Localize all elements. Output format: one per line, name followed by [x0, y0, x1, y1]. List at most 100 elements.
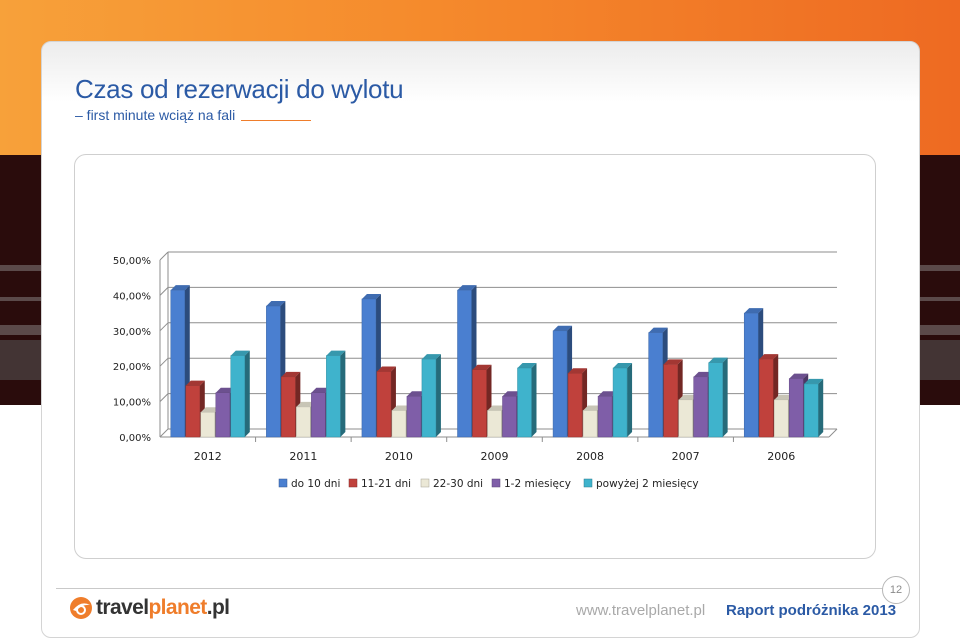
bar-top — [693, 371, 713, 377]
bar-top — [598, 391, 618, 397]
legend-label: do 10 dni — [291, 478, 340, 490]
bar — [612, 367, 628, 438]
slide-title: Czas od rezerwacji do wylotu — [75, 74, 404, 104]
logo-wordmark: travelplanet.pl — [96, 596, 230, 620]
gridline-diagonal — [159, 357, 169, 367]
bar — [391, 410, 407, 438]
bar-top — [804, 378, 824, 384]
bar-top — [391, 405, 411, 411]
gridline-diagonal — [159, 322, 169, 332]
bar-side — [627, 362, 633, 437]
bar-top — [487, 405, 507, 411]
bar — [296, 406, 311, 438]
floor-edge — [828, 428, 838, 438]
footer-url[interactable]: www.travelplanet.pl — [576, 602, 706, 619]
bar — [185, 385, 201, 438]
travelplanet-logo[interactable]: travelplanet.pl — [69, 596, 230, 620]
bar — [215, 392, 231, 438]
bar-top — [553, 325, 573, 331]
gridline-diagonal — [159, 251, 169, 261]
bar — [648, 332, 663, 438]
bar-side — [244, 350, 250, 437]
bar — [502, 396, 517, 438]
logo-text-travel: travel — [96, 596, 149, 619]
legend-label: 22-30 dni — [433, 478, 483, 490]
legend-swatch — [348, 478, 358, 488]
bar — [693, 376, 708, 438]
legend-label: powyżej 2 miesięcy — [596, 478, 699, 490]
bar — [663, 364, 678, 438]
bar — [266, 305, 281, 438]
bar — [517, 367, 532, 438]
bar-top — [708, 357, 728, 363]
legend-label: 1-2 miesięcy — [504, 478, 571, 490]
y-tick-label: 50,00% — [113, 256, 151, 267]
bar — [567, 373, 583, 438]
bar-top — [230, 350, 250, 356]
bar-side — [531, 362, 537, 437]
bar — [803, 383, 819, 438]
travelplanet-logo-icon — [70, 597, 92, 619]
legend-swatch — [491, 478, 501, 488]
bar-top — [266, 301, 286, 307]
y-tick-label: 10,00% — [113, 398, 151, 409]
subtitle-text: – first minute wciąż na fali — [75, 107, 236, 123]
bar — [773, 399, 789, 438]
bar-top — [613, 362, 633, 368]
x-tick-label: 2007 — [672, 450, 700, 463]
bar-top — [326, 350, 346, 356]
x-tick-label: 2010 — [385, 450, 413, 463]
bar — [230, 355, 246, 438]
bar-side — [340, 350, 346, 437]
bar-top — [215, 387, 235, 393]
footer-report-title: Raport podróżnika 2013 — [726, 602, 897, 619]
bar — [170, 289, 186, 438]
bar-top — [583, 405, 603, 411]
bar-top — [296, 401, 316, 407]
legend-swatch — [278, 478, 288, 488]
y-tick-label: 30,00% — [113, 327, 151, 338]
page-number: 12 — [882, 576, 910, 604]
bar-top — [774, 394, 794, 400]
bar — [582, 410, 598, 438]
bar — [597, 396, 613, 438]
gridline-diagonal — [159, 428, 169, 438]
x-tick-label: 2012 — [194, 450, 222, 463]
bar-top — [170, 285, 190, 291]
bar-top — [744, 308, 764, 314]
x-tick-label: 2011 — [289, 450, 317, 463]
bar — [743, 312, 759, 438]
legend-swatch — [583, 478, 593, 488]
x-tick-label: 2006 — [767, 450, 795, 463]
bar — [281, 376, 296, 438]
bar-top — [457, 285, 477, 291]
bar — [472, 369, 487, 438]
bar — [421, 358, 437, 438]
bar-top — [502, 391, 522, 397]
bar-top — [421, 354, 441, 360]
bar-top — [678, 394, 698, 400]
bar-chart: 0,00% 10,00% 20,00% 30,00% 40,00% 50,00% 2012 2… — [113, 251, 838, 490]
bar — [200, 411, 216, 438]
bar-top — [759, 354, 779, 360]
y-tick-label: 20,00% — [113, 362, 151, 373]
bar-top — [663, 359, 683, 365]
footer-divider — [56, 588, 886, 589]
bar-top — [568, 368, 588, 374]
bar-top — [361, 293, 381, 299]
bar — [406, 396, 422, 438]
subtitle-underline — [241, 119, 312, 121]
bar-top — [185, 380, 205, 386]
logo-text-domain: .pl — [206, 596, 230, 619]
legend-label: 11-21 dni — [361, 478, 411, 490]
bar-side — [722, 357, 728, 437]
bar-side — [435, 354, 441, 437]
bar — [326, 355, 341, 438]
bar-top — [648, 327, 668, 333]
legend-swatch — [420, 478, 430, 488]
bar — [788, 378, 804, 438]
y-tick-label: 0,00% — [119, 433, 151, 444]
bar — [678, 399, 693, 438]
slide-subtitle: – first minute wciąż na fali — [75, 107, 312, 123]
x-tick-label: 2008 — [576, 450, 604, 463]
